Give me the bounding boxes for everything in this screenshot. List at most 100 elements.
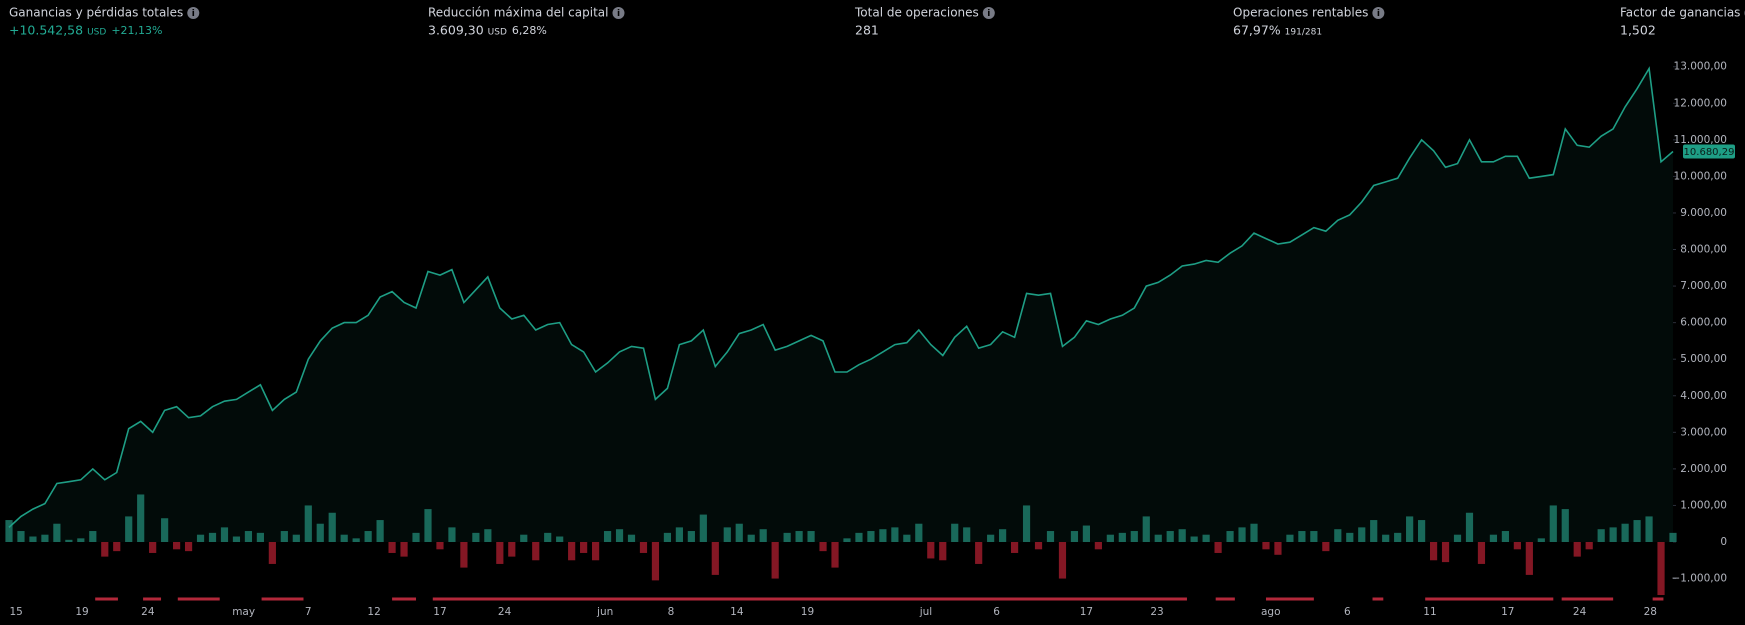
pnl-bar (951, 523, 959, 542)
pnl-bar (292, 534, 300, 542)
pnl-bar (520, 534, 528, 542)
pnl-bar (17, 531, 25, 542)
info-i: i (192, 9, 195, 19)
pnl-bar (1322, 542, 1330, 552)
y-tick-label: 0 (1720, 536, 1727, 548)
y-tick-label: 1.000,00 (1680, 499, 1727, 511)
stat-extra: +21,13% (111, 24, 162, 37)
x-tick-label: may (232, 606, 255, 618)
pnl-bar (1573, 542, 1581, 557)
pnl-bar (975, 542, 983, 564)
info-i: i (987, 9, 990, 19)
info-icon (982, 7, 995, 19)
pnl-bar (819, 542, 827, 552)
pnl-bar (1453, 534, 1462, 542)
pnl-bar (472, 532, 480, 542)
stat-value: 67,97% (1233, 23, 1281, 38)
pnl-bar (208, 532, 217, 542)
stat-unit: USD (488, 28, 507, 38)
drawdown-period (1215, 597, 1235, 601)
pnl-bar (1274, 542, 1282, 555)
pnl-bar (364, 531, 372, 542)
y-tick-label: 6.000,00 (1680, 317, 1727, 329)
x-tick-label: 24 (141, 606, 155, 618)
pnl-bar (1394, 532, 1402, 542)
pnl-bar (580, 542, 588, 553)
drawdown-period (177, 597, 220, 601)
pnl-bar (29, 536, 37, 542)
pnl-bar (1501, 531, 1509, 542)
pnl-bar (460, 542, 468, 568)
x-tick-label: 8 (668, 606, 675, 618)
pnl-bar (1513, 542, 1521, 550)
stat-value: 1,502 (1620, 23, 1656, 38)
pnl-bar (161, 518, 169, 542)
pnl-bar (412, 532, 420, 542)
pnl-bar (544, 532, 552, 542)
y-tick-label: −1.000,00 (1671, 573, 1727, 585)
y-tick-label: 3.000,00 (1680, 426, 1727, 438)
x-tick-label: 6 (993, 606, 1000, 618)
pnl-bar (1334, 529, 1342, 542)
drawdown-period (1561, 597, 1614, 601)
y-tick-label: 7.000,00 (1680, 280, 1727, 292)
drawdown-period (1652, 597, 1664, 601)
pnl-bar (1669, 532, 1677, 542)
x-tick-label: 23 (1150, 606, 1163, 618)
pnl-bar (1310, 531, 1318, 542)
last-value-label: 10.680,29 (1684, 147, 1735, 158)
drawdown-period (143, 597, 162, 601)
stat-extra: 6,28% (512, 24, 547, 37)
pnl-bar (1549, 505, 1557, 542)
y-tick-label: 13.000,00 (1674, 61, 1727, 73)
pnl-bar (615, 529, 624, 542)
pnl-bar (1166, 531, 1174, 542)
stat-value: 281 (855, 23, 879, 38)
pnl-bar (1034, 542, 1043, 550)
y-tick-label: 10.000,00 (1674, 170, 1727, 182)
pnl-bar (1190, 536, 1198, 542)
pnl-bar (388, 542, 396, 553)
pnl-bar (89, 531, 97, 542)
pnl-bar (675, 527, 683, 542)
pnl-bar (591, 542, 600, 561)
pnl-bar (927, 542, 935, 559)
pnl-bar (280, 531, 288, 542)
pnl-bar (5, 520, 13, 542)
y-tick-label: 8.000,00 (1680, 244, 1727, 256)
pnl-bar (1561, 509, 1569, 542)
pnl-bar (1382, 534, 1390, 542)
pnl-bar (1537, 538, 1545, 542)
pnl-bar (1226, 531, 1234, 542)
x-tick-label: 24 (1573, 606, 1587, 618)
pnl-bar (855, 532, 863, 542)
pnl-bar (963, 527, 971, 542)
pnl-bar (1250, 523, 1258, 542)
pnl-bar (1262, 542, 1270, 550)
pnl-bar (496, 542, 504, 564)
pnl-bar (1286, 534, 1294, 542)
pnl-bar (843, 538, 851, 542)
pnl-bar (1489, 534, 1498, 542)
pnl-bar (1238, 527, 1246, 542)
drawdown-period (1265, 597, 1314, 601)
drawdown-period (432, 597, 1187, 601)
pnl-bar (723, 527, 731, 542)
pnl-bar (532, 542, 540, 561)
stat-label: Operaciones rentables (1233, 6, 1368, 20)
pnl-bar (879, 529, 887, 542)
pnl-bar (232, 536, 241, 542)
info-icon (187, 7, 200, 19)
pnl-bar (125, 516, 133, 542)
pnl-bar (244, 531, 253, 542)
pnl-bar (699, 514, 707, 542)
pnl-bar (448, 527, 456, 542)
stat-value: +10.542,58 (9, 23, 83, 38)
pnl-bar (65, 539, 73, 542)
stat-label: Total de operaciones (854, 6, 979, 20)
pnl-bar (1406, 516, 1414, 542)
pnl-bar (1346, 532, 1354, 542)
pnl-bar (903, 534, 911, 542)
x-tick-label: 19 (75, 606, 88, 618)
